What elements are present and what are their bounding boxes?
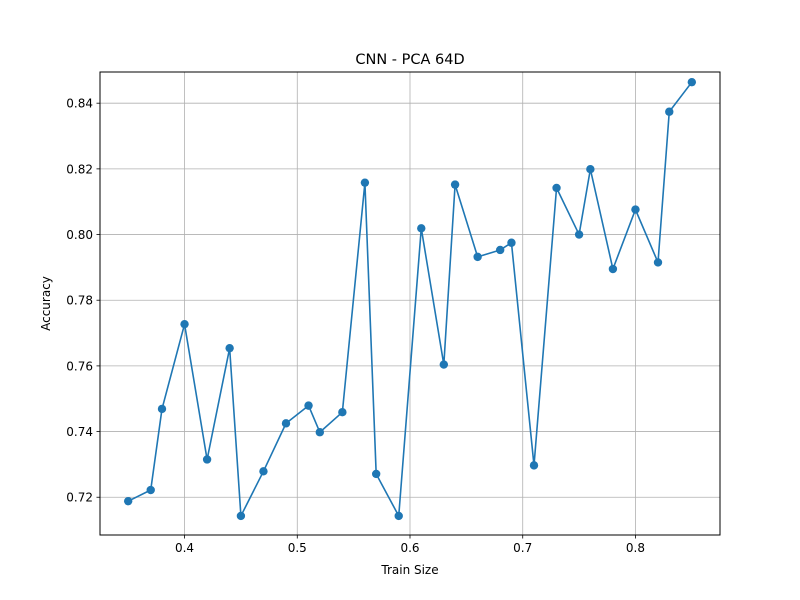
data-point [609, 265, 617, 273]
x-tick-label: 0.6 [400, 541, 419, 555]
x-tick-label: 0.8 [626, 541, 645, 555]
data-point [259, 467, 267, 475]
y-tick-label: 0.72 [66, 491, 93, 505]
data-point [665, 108, 673, 116]
data-point [203, 455, 211, 463]
y-tick-label: 0.80 [66, 228, 93, 242]
data-point [147, 486, 155, 494]
data-point [552, 184, 560, 192]
data-point [124, 497, 132, 505]
data-point [451, 180, 459, 188]
data-point [575, 230, 583, 238]
y-tick-label: 0.84 [66, 97, 93, 111]
data-point [654, 258, 662, 266]
data-point [338, 408, 346, 416]
data-point [395, 512, 403, 520]
x-tick-label: 0.4 [175, 541, 194, 555]
x-tick-label: 0.5 [288, 541, 307, 555]
data-point [507, 239, 515, 247]
data-point [586, 165, 594, 173]
data-point [316, 428, 324, 436]
data-point [180, 320, 188, 328]
x-axis-label: Train Size [380, 563, 438, 577]
data-point [361, 178, 369, 186]
data-point [417, 224, 425, 232]
data-point [473, 253, 481, 261]
y-tick-label: 0.74 [66, 425, 93, 439]
data-point [530, 461, 538, 469]
y-tick-label: 0.76 [66, 359, 93, 373]
data-point [304, 401, 312, 409]
y-axis-label: Accuracy [39, 276, 53, 331]
data-point [158, 405, 166, 413]
data-point [372, 470, 380, 478]
y-tick-label: 0.78 [66, 294, 93, 308]
data-point [496, 246, 504, 254]
data-point [631, 205, 639, 213]
data-point [237, 512, 245, 520]
y-tick-label: 0.82 [66, 162, 93, 176]
x-tick-label: 0.7 [513, 541, 532, 555]
data-point [688, 78, 696, 86]
data-point [282, 419, 290, 427]
data-point [225, 344, 233, 352]
data-point [440, 360, 448, 368]
chart-title: CNN - PCA 64D [355, 52, 464, 68]
